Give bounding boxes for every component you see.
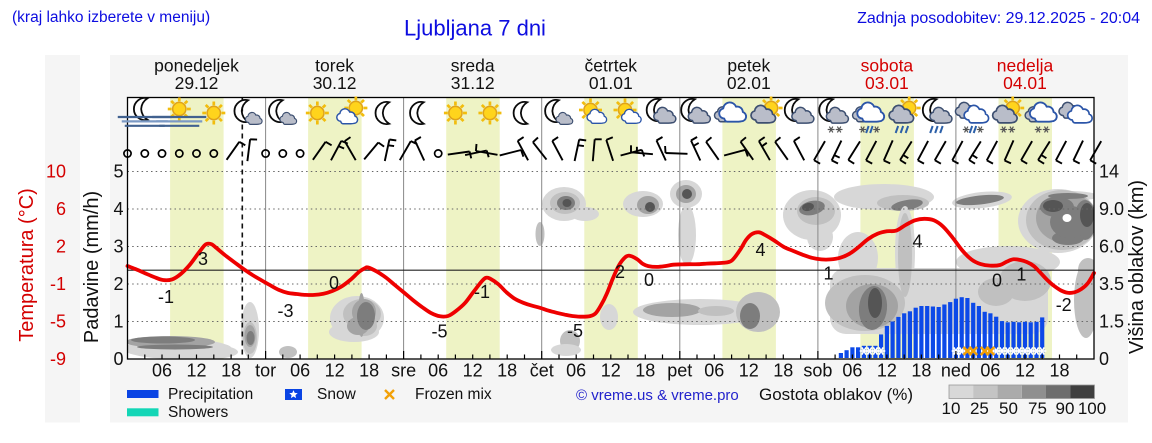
svg-text:12: 12 (739, 361, 759, 381)
svg-text:-3: -3 (277, 301, 293, 321)
svg-text:ned: ned (941, 361, 971, 381)
svg-text:-2: -2 (1056, 295, 1072, 315)
svg-text:nedelja: nedelja (997, 56, 1054, 76)
svg-text:29.12: 29.12 (175, 73, 219, 93)
svg-text:0: 0 (644, 270, 654, 290)
svg-text:sobota: sobota (861, 56, 914, 76)
svg-text:01.01: 01.01 (589, 73, 633, 93)
svg-text:Temperatura (°C): Temperatura (°C) (16, 188, 38, 342)
svg-text:-9: -9 (50, 349, 66, 369)
svg-text:18: 18 (773, 361, 793, 381)
svg-text:ponedeljek: ponedeljek (154, 56, 239, 76)
svg-text:18: 18 (359, 361, 379, 381)
svg-text:75: 75 (1028, 399, 1047, 418)
svg-text:-1: -1 (158, 287, 174, 307)
svg-text:Precipitation: Precipitation (168, 386, 253, 403)
svg-text:6.0: 6.0 (1099, 237, 1124, 257)
svg-text:25: 25 (970, 399, 989, 418)
svg-text:12: 12 (325, 361, 345, 381)
svg-text:2: 2 (113, 274, 123, 294)
svg-text:18: 18 (497, 361, 517, 381)
svg-text:-1: -1 (474, 282, 490, 302)
svg-text:12: 12 (186, 361, 206, 381)
svg-text:sreda: sreda (451, 56, 495, 76)
svg-text:06: 06 (290, 361, 310, 381)
svg-text:0: 0 (1099, 349, 1109, 369)
svg-text:03.01: 03.01 (865, 73, 909, 93)
svg-text:Frozen mix: Frozen mix (415, 386, 492, 403)
svg-text:90: 90 (1056, 399, 1075, 418)
svg-text:Višina oblakov (km): Višina oblakov (km) (1126, 180, 1148, 354)
svg-text:1: 1 (113, 312, 123, 332)
svg-text:0: 0 (113, 349, 123, 369)
svg-text:12: 12 (1015, 361, 1035, 381)
svg-text:1: 1 (823, 263, 833, 283)
svg-text:pet: pet (667, 361, 692, 381)
svg-text:9.0: 9.0 (1099, 199, 1124, 219)
svg-text:čet: čet (530, 361, 554, 381)
svg-text:3: 3 (198, 249, 208, 269)
svg-text:6: 6 (56, 199, 66, 219)
svg-text:4: 4 (755, 240, 765, 260)
svg-text:sre: sre (391, 361, 416, 381)
svg-text:06: 06 (152, 361, 172, 381)
svg-text:06: 06 (566, 361, 586, 381)
svg-text:Zadnja posodobitev: 29.12.2025: Zadnja posodobitev: 29.12.2025 - 20:04 (857, 10, 1140, 27)
svg-text:-5: -5 (567, 321, 583, 341)
svg-text:tor: tor (255, 361, 276, 381)
svg-text:10: 10 (46, 162, 66, 182)
svg-text:30.12: 30.12 (313, 73, 357, 93)
svg-text:06: 06 (704, 361, 724, 381)
svg-text:Showers: Showers (168, 404, 229, 421)
svg-text:2: 2 (615, 262, 625, 282)
svg-text:0: 0 (992, 270, 1002, 290)
svg-text:1.5: 1.5 (1099, 312, 1124, 332)
svg-text:50: 50 (999, 399, 1018, 418)
svg-text:Snow: Snow (317, 386, 357, 403)
svg-text:12: 12 (463, 361, 483, 381)
svg-text:Gostota oblakov (%): Gostota oblakov (%) (759, 385, 913, 404)
svg-text:06: 06 (980, 361, 1000, 381)
svg-text:torek: torek (315, 56, 354, 76)
svg-text:100: 100 (1078, 399, 1106, 418)
svg-text:4: 4 (912, 232, 922, 252)
svg-text:10: 10 (942, 399, 961, 418)
svg-text:sob: sob (803, 361, 832, 381)
svg-text:18: 18 (911, 361, 931, 381)
svg-text:© vreme.us & vreme.pro: © vreme.us & vreme.pro (576, 387, 739, 404)
svg-text:Ljubljana 7 dni: Ljubljana 7 dni (404, 16, 546, 41)
svg-text:-1: -1 (50, 274, 66, 294)
svg-text:3.5: 3.5 (1099, 274, 1124, 294)
svg-text:(kraj lahko izberete v meniju): (kraj lahko izberete v meniju) (12, 9, 210, 26)
svg-text:06: 06 (842, 361, 862, 381)
svg-text:-5: -5 (431, 322, 447, 342)
svg-text:2: 2 (56, 237, 66, 257)
svg-text:-5: -5 (50, 312, 66, 332)
svg-text:18: 18 (635, 361, 655, 381)
svg-text:5: 5 (113, 162, 123, 182)
svg-text:04.01: 04.01 (1003, 73, 1047, 93)
svg-text:4: 4 (113, 199, 123, 219)
svg-text:06: 06 (428, 361, 448, 381)
svg-text:Padavine (mm/h): Padavine (mm/h) (81, 191, 103, 343)
svg-text:1: 1 (1016, 265, 1026, 285)
svg-text:18: 18 (221, 361, 241, 381)
svg-text:14: 14 (1099, 162, 1119, 182)
svg-text:četrtek: četrtek (585, 56, 638, 76)
svg-text:18: 18 (1049, 361, 1069, 381)
svg-text:3: 3 (113, 237, 123, 257)
svg-text:02.01: 02.01 (727, 73, 771, 93)
svg-text:petek: petek (727, 56, 770, 76)
svg-text:31.12: 31.12 (451, 73, 495, 93)
svg-text:12: 12 (877, 361, 897, 381)
svg-text:12: 12 (601, 361, 621, 381)
svg-text:0: 0 (329, 273, 339, 293)
